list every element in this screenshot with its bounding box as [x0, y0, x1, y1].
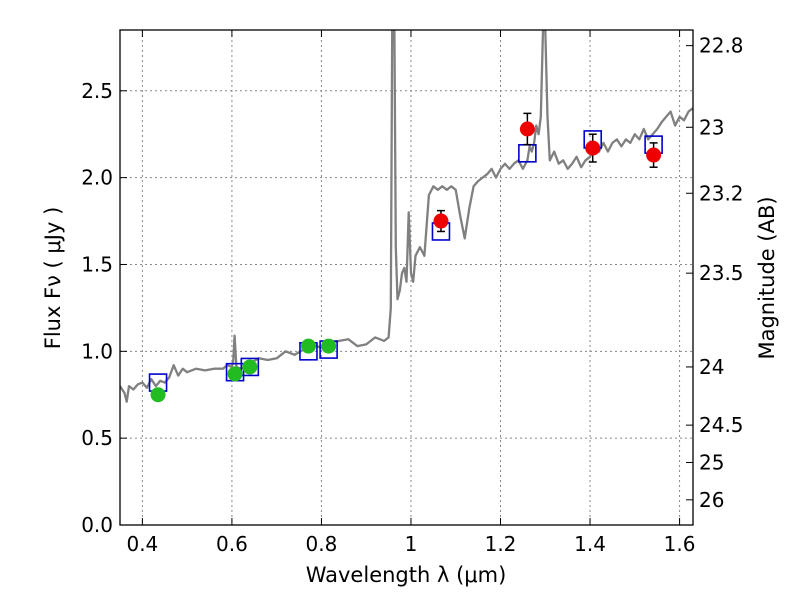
axes-ticks: 0.4 0.6 0.8 1 1.2 1.4 1.6 0.0 0.5 1.0 1.5 2.0 2.5 22.… [81, 30, 744, 556]
optical-observation-point [227, 366, 243, 382]
right-tick-label: 25 [699, 450, 724, 474]
y-tick-label: 0.0 [81, 513, 113, 537]
model-photometry-square [240, 357, 260, 377]
y-tick-label: 1.5 [81, 252, 113, 276]
y-tick-label: 1.0 [81, 339, 113, 363]
x-tick-label: 0.8 [306, 532, 338, 556]
sed-model-line [120, 30, 693, 403]
x-axis-label: Wavelength λ (μm) [306, 563, 507, 587]
optical-observation-point [150, 387, 166, 403]
plot-area [120, 30, 693, 403]
optical-observation-point [300, 338, 316, 354]
y-tick-label: 0.5 [81, 426, 113, 450]
x-tick-label: 1.4 [574, 532, 606, 556]
right-tick-label: 23 [699, 115, 724, 139]
plot-frame [119, 29, 694, 526]
right-tick-label: 23.5 [699, 261, 744, 285]
y-axis-label: Flux Fν ( μJy ) [41, 207, 65, 350]
right-tick-label: 24 [699, 355, 724, 379]
optical-observation-point [321, 338, 337, 354]
x-tick-label: 1.6 [664, 532, 696, 556]
optical-observation-point [242, 359, 258, 375]
nir-observation-point [585, 140, 601, 156]
nir-observation-point [519, 121, 535, 137]
right-tick-label: 23.2 [699, 181, 744, 205]
x-tick-label: 0.4 [126, 532, 158, 556]
nir-observation-point [433, 213, 449, 229]
right-tick-label: 26 [699, 488, 724, 512]
x-tick-label: 0.6 [216, 532, 248, 556]
y-tick-label: 2.5 [81, 79, 113, 103]
x-tick-label: 1 [405, 532, 418, 556]
right-tick-label: 22.8 [699, 34, 744, 58]
nir-observation-point [646, 147, 662, 163]
right-tick-label: 24.5 [699, 413, 744, 437]
x-tick-label: 1.2 [485, 532, 517, 556]
right-axis-label: Magnitude (AB) [755, 196, 779, 359]
y-tick-label: 2.0 [81, 166, 113, 190]
